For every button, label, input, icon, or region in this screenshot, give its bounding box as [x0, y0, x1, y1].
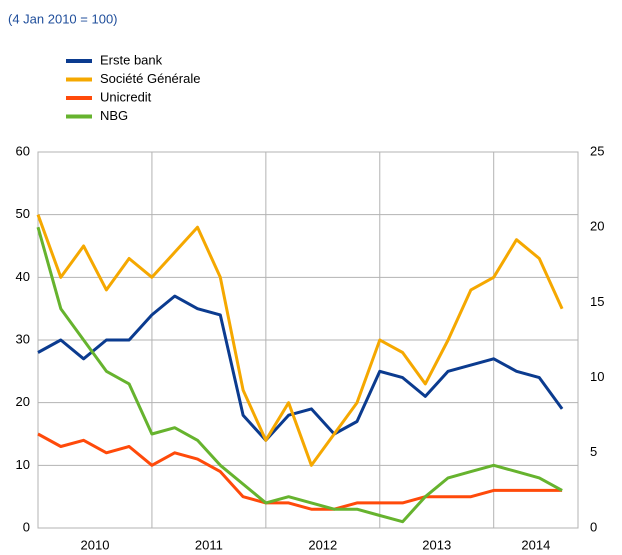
- plot-frame: [37, 151, 579, 529]
- x-tick-label: 2011: [195, 537, 223, 552]
- y-tick-label: 50: [16, 206, 30, 221]
- y-tick-label: 20: [16, 394, 30, 409]
- y2-tick-label: 10: [590, 369, 604, 384]
- series-line: [37, 432, 563, 511]
- y-tick-label: 60: [16, 143, 30, 158]
- y2-tick-label: 15: [590, 294, 604, 309]
- legend-label: Unicredit: [100, 89, 152, 104]
- y-tick-label: 0: [23, 519, 30, 534]
- series-line: [36, 226, 563, 524]
- chart-subtitle: (4 Jan 2010 = 100): [8, 11, 118, 26]
- y2-tick-label: 25: [590, 143, 604, 158]
- y2-tick-label: 5: [590, 444, 597, 459]
- x-tick-label: 2012: [308, 537, 337, 552]
- legend-label: Société Générale: [100, 71, 200, 86]
- series-line: [36, 214, 564, 467]
- y-tick-label: 40: [16, 269, 30, 284]
- x-tick-label: 2013: [422, 537, 451, 552]
- x-tick-label: 2014: [521, 537, 550, 552]
- series-line: [37, 294, 564, 442]
- x-tick-label: 2010: [81, 537, 110, 552]
- legend-label: Erste bank: [100, 52, 163, 67]
- y2-tick-label: 0: [590, 519, 597, 534]
- legend-label: NBG: [100, 108, 128, 123]
- y-tick-label: 30: [16, 331, 30, 346]
- y2-tick-label: 20: [590, 219, 604, 234]
- y-tick-label: 10: [16, 457, 30, 472]
